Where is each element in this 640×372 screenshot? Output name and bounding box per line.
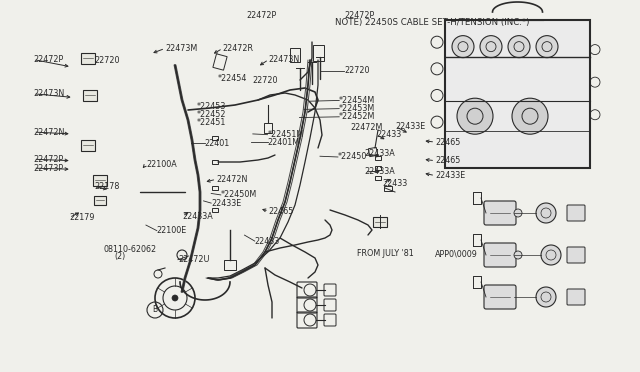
Text: 22465: 22465 <box>269 207 294 216</box>
Bar <box>212 137 218 140</box>
Text: *22454: *22454 <box>218 74 247 83</box>
Text: 22179: 22179 <box>69 213 95 222</box>
Text: APP0\0009: APP0\0009 <box>435 249 478 258</box>
Text: 22433E: 22433E <box>396 122 426 131</box>
Text: *22451M: *22451M <box>268 130 304 139</box>
Text: 22465: 22465 <box>435 138 461 147</box>
Text: 22433: 22433 <box>376 130 401 139</box>
Text: *22450M: *22450M <box>221 190 257 199</box>
Text: 22472U: 22472U <box>178 255 209 264</box>
Circle shape <box>536 36 558 58</box>
Text: 22472R: 22472R <box>223 44 253 53</box>
Bar <box>94 196 106 205</box>
Circle shape <box>457 98 493 134</box>
Bar <box>212 186 218 190</box>
Text: *22453M: *22453M <box>339 104 376 113</box>
Text: 22472P: 22472P <box>33 155 63 164</box>
Bar <box>213 54 227 70</box>
Bar <box>373 217 387 227</box>
Text: B: B <box>152 305 157 314</box>
Bar <box>81 140 95 151</box>
Circle shape <box>536 287 556 307</box>
Text: 22472P: 22472P <box>33 55 63 64</box>
Text: 22433A: 22433A <box>365 167 396 176</box>
Text: 22401: 22401 <box>205 139 230 148</box>
Circle shape <box>514 209 522 217</box>
Circle shape <box>541 245 561 265</box>
Text: 22472P: 22472P <box>344 11 374 20</box>
Text: 22473P: 22473P <box>33 164 63 173</box>
FancyBboxPatch shape <box>567 205 585 221</box>
Text: *22450: *22450 <box>338 153 367 161</box>
Text: *22453: *22453 <box>197 102 227 111</box>
Bar <box>375 156 381 160</box>
Text: 22472N: 22472N <box>216 175 248 184</box>
Circle shape <box>480 36 502 58</box>
Text: 22100A: 22100A <box>146 160 177 169</box>
Text: 22472N: 22472N <box>33 128 65 137</box>
Text: 22433: 22433 <box>255 237 280 246</box>
Text: NOTE) 22450S CABLE SET-H/TENSION (INC.*): NOTE) 22450S CABLE SET-H/TENSION (INC.*) <box>335 18 529 27</box>
Text: 22473M: 22473M <box>165 44 197 53</box>
Text: 22100E: 22100E <box>157 226 187 235</box>
Text: 22433A: 22433A <box>182 212 213 221</box>
Text: 22401M: 22401M <box>268 138 300 147</box>
FancyBboxPatch shape <box>484 285 516 309</box>
Bar <box>93 174 107 186</box>
Bar <box>312 45 323 61</box>
Bar <box>375 166 381 170</box>
Text: 22433: 22433 <box>383 179 408 187</box>
Bar <box>445 20 590 168</box>
Text: 22473N: 22473N <box>269 55 300 64</box>
Text: 22433E: 22433E <box>435 171 465 180</box>
Bar <box>224 260 236 270</box>
Text: *22452M: *22452M <box>339 112 376 121</box>
Bar <box>81 52 95 64</box>
Text: 22472M: 22472M <box>351 123 383 132</box>
Text: 22720: 22720 <box>95 56 120 65</box>
Circle shape <box>452 36 474 58</box>
Text: 22433A: 22433A <box>365 149 396 158</box>
Bar <box>384 186 392 191</box>
Text: *22454M: *22454M <box>339 96 376 105</box>
Text: 22472P: 22472P <box>246 11 276 20</box>
FancyBboxPatch shape <box>567 247 585 263</box>
Bar <box>212 160 218 164</box>
Text: FROM JULY '81: FROM JULY '81 <box>357 249 414 258</box>
Text: 08110-62062: 08110-62062 <box>104 246 157 254</box>
FancyBboxPatch shape <box>484 201 516 225</box>
Circle shape <box>512 98 548 134</box>
FancyBboxPatch shape <box>567 289 585 305</box>
Bar <box>83 90 97 100</box>
Bar <box>369 147 378 157</box>
Text: 22178: 22178 <box>95 182 120 191</box>
Bar <box>264 123 272 133</box>
Text: *22451: *22451 <box>197 118 227 127</box>
FancyBboxPatch shape <box>484 243 516 267</box>
Circle shape <box>514 251 522 259</box>
Text: 22433E: 22433E <box>211 199 241 208</box>
Bar <box>375 176 381 180</box>
Text: 22473N: 22473N <box>33 89 65 98</box>
Text: (2): (2) <box>114 252 125 261</box>
Text: *22452: *22452 <box>197 110 227 119</box>
Text: 22465: 22465 <box>435 156 461 165</box>
Bar <box>212 208 218 212</box>
Circle shape <box>172 295 178 301</box>
Bar <box>290 48 300 62</box>
Text: 22720: 22720 <box>344 66 370 75</box>
Circle shape <box>536 203 556 223</box>
Text: 22720: 22720 <box>252 76 278 85</box>
Circle shape <box>508 36 530 58</box>
